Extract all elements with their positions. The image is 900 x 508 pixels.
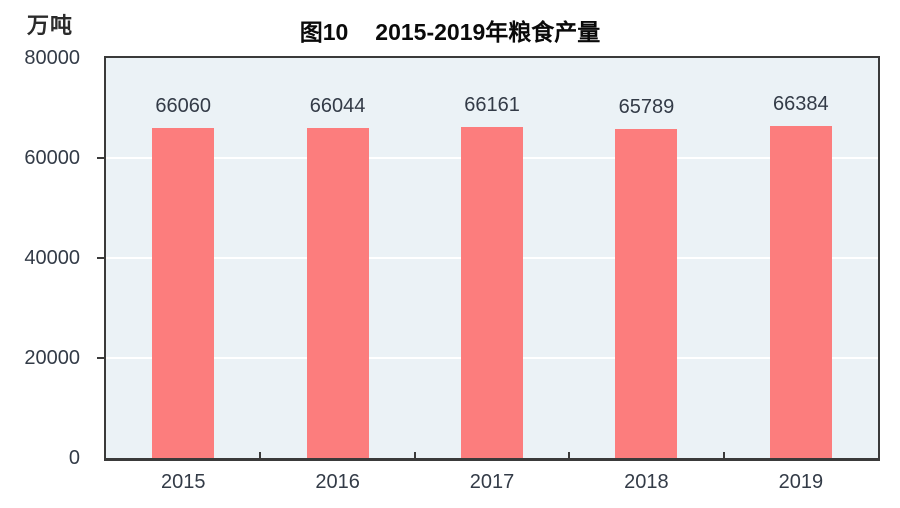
- bar-group-2019: 66384: [724, 58, 878, 458]
- chart-title-prefix: 图10: [299, 19, 349, 45]
- chart-title-main: 2015-2019年粮食产量: [375, 19, 601, 45]
- bar-value-label: 65789: [618, 96, 675, 119]
- y-axis-label-20000: 20000: [24, 347, 80, 369]
- x-axis-label-2018: 2018: [624, 471, 669, 493]
- x-axis-tick-4: [723, 452, 725, 458]
- y-axis-tick-20000: [97, 357, 104, 359]
- x-axis-tick-2: [414, 452, 416, 458]
- x-axis-tick-1: [259, 452, 261, 458]
- bar-2017: [461, 127, 524, 458]
- bar-group-2018: 65789: [569, 58, 723, 458]
- x-axis-label-2019: 2019: [778, 471, 824, 493]
- x-axis-label-2016: 2016: [315, 471, 360, 493]
- y-axis-tick-40000: [97, 257, 104, 259]
- x-axis-label-2015: 2015: [160, 471, 206, 493]
- x-axis-labels: 2015 2016 2017 2018 2019: [106, 471, 878, 493]
- bar-2016: [306, 127, 369, 458]
- bar-value-label: 66044: [309, 94, 366, 117]
- y-axis-tick-60000: [97, 157, 104, 159]
- y-axis-unit-label: 万吨: [27, 13, 74, 38]
- bar-2018: [615, 129, 678, 458]
- bar-2015: [152, 127, 215, 458]
- x-axis-label-2017: 2017: [469, 471, 515, 493]
- bar-group-2017: 66161: [415, 58, 569, 458]
- bar-value-label: 66161: [464, 94, 520, 117]
- bar-group-2016: 66044: [260, 58, 414, 458]
- bar-value-label: 66384: [773, 93, 829, 116]
- y-axis-label-0: 0: [68, 447, 80, 469]
- y-axis-label-40000: 40000: [24, 247, 80, 269]
- bar-series: 66060 66044 66161 65789 66384: [106, 58, 878, 458]
- chart-title: 图10 2015-2019年粮食产量: [300, 13, 601, 47]
- bar-group-2015: 66060: [106, 58, 260, 458]
- bar-2019: [769, 126, 832, 458]
- plot-area: 66060 66044 66161 65789 66384: [104, 56, 880, 461]
- y-axis-label-60000: 60000: [24, 147, 80, 169]
- x-axis-tick-3: [568, 452, 570, 458]
- bar-value-label: 66060: [155, 94, 212, 117]
- y-axis-label-80000: 80000: [24, 47, 80, 69]
